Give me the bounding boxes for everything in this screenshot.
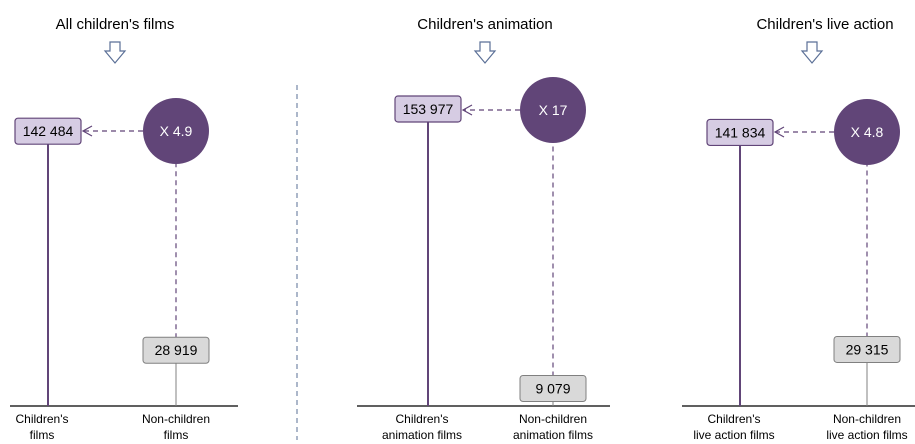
chart-panel-1: All children's films 142 484 28 919 X 4.9 Ch…	[10, 16, 238, 442]
ratio-circle	[834, 99, 900, 165]
ratio-label: X 4.8	[851, 124, 884, 140]
chart-panel-2: Children's animation 153 977 9 079 X 17 Chil…	[357, 16, 610, 442]
arrowhead-icon	[81, 125, 93, 137]
panel-title: All children's films	[56, 16, 175, 33]
children-value-label: 153 977	[403, 101, 454, 117]
non-children-value-label: 29 315	[846, 341, 889, 357]
children-value-label: 141 834	[715, 124, 766, 140]
non-children-value-box	[142, 336, 210, 364]
arrowhead-icon	[773, 126, 785, 138]
children-value-label: 142 484	[23, 123, 74, 139]
panel-title: Children's live action	[756, 16, 893, 33]
down-arrow-icon	[473, 41, 497, 64]
category-label-children: Children's films	[16, 412, 69, 442]
category-label-non-children: Non-children live action films	[826, 412, 907, 442]
ratio-circle	[143, 98, 209, 164]
category-label-non-children: Non-children films	[142, 412, 210, 442]
category-label-children: Children's live action films	[693, 412, 774, 442]
down-arrow-icon	[103, 41, 127, 64]
non-children-value-label: 9 079	[535, 380, 570, 396]
category-label-children: Children's animation films	[382, 412, 462, 442]
chart-panel-3: Children's live action 141 834 29 315 X 4.8…	[682, 16, 915, 442]
arrowhead-icon	[461, 104, 473, 116]
non-children-value-box	[833, 335, 901, 363]
children-value-box	[14, 117, 82, 145]
panel-title: Children's animation	[417, 16, 552, 33]
children-value-box	[706, 118, 774, 147]
category-label-non-children: Non-children animation films	[513, 412, 593, 442]
ratio-label: X 4.9	[160, 123, 193, 139]
down-arrow-icon	[800, 41, 824, 64]
ratio-circle	[520, 77, 586, 143]
non-children-value-box	[519, 374, 587, 402]
ratio-label: X 17	[539, 102, 568, 118]
non-children-value-label: 28 919	[155, 342, 198, 358]
children-value-box	[394, 95, 462, 123]
